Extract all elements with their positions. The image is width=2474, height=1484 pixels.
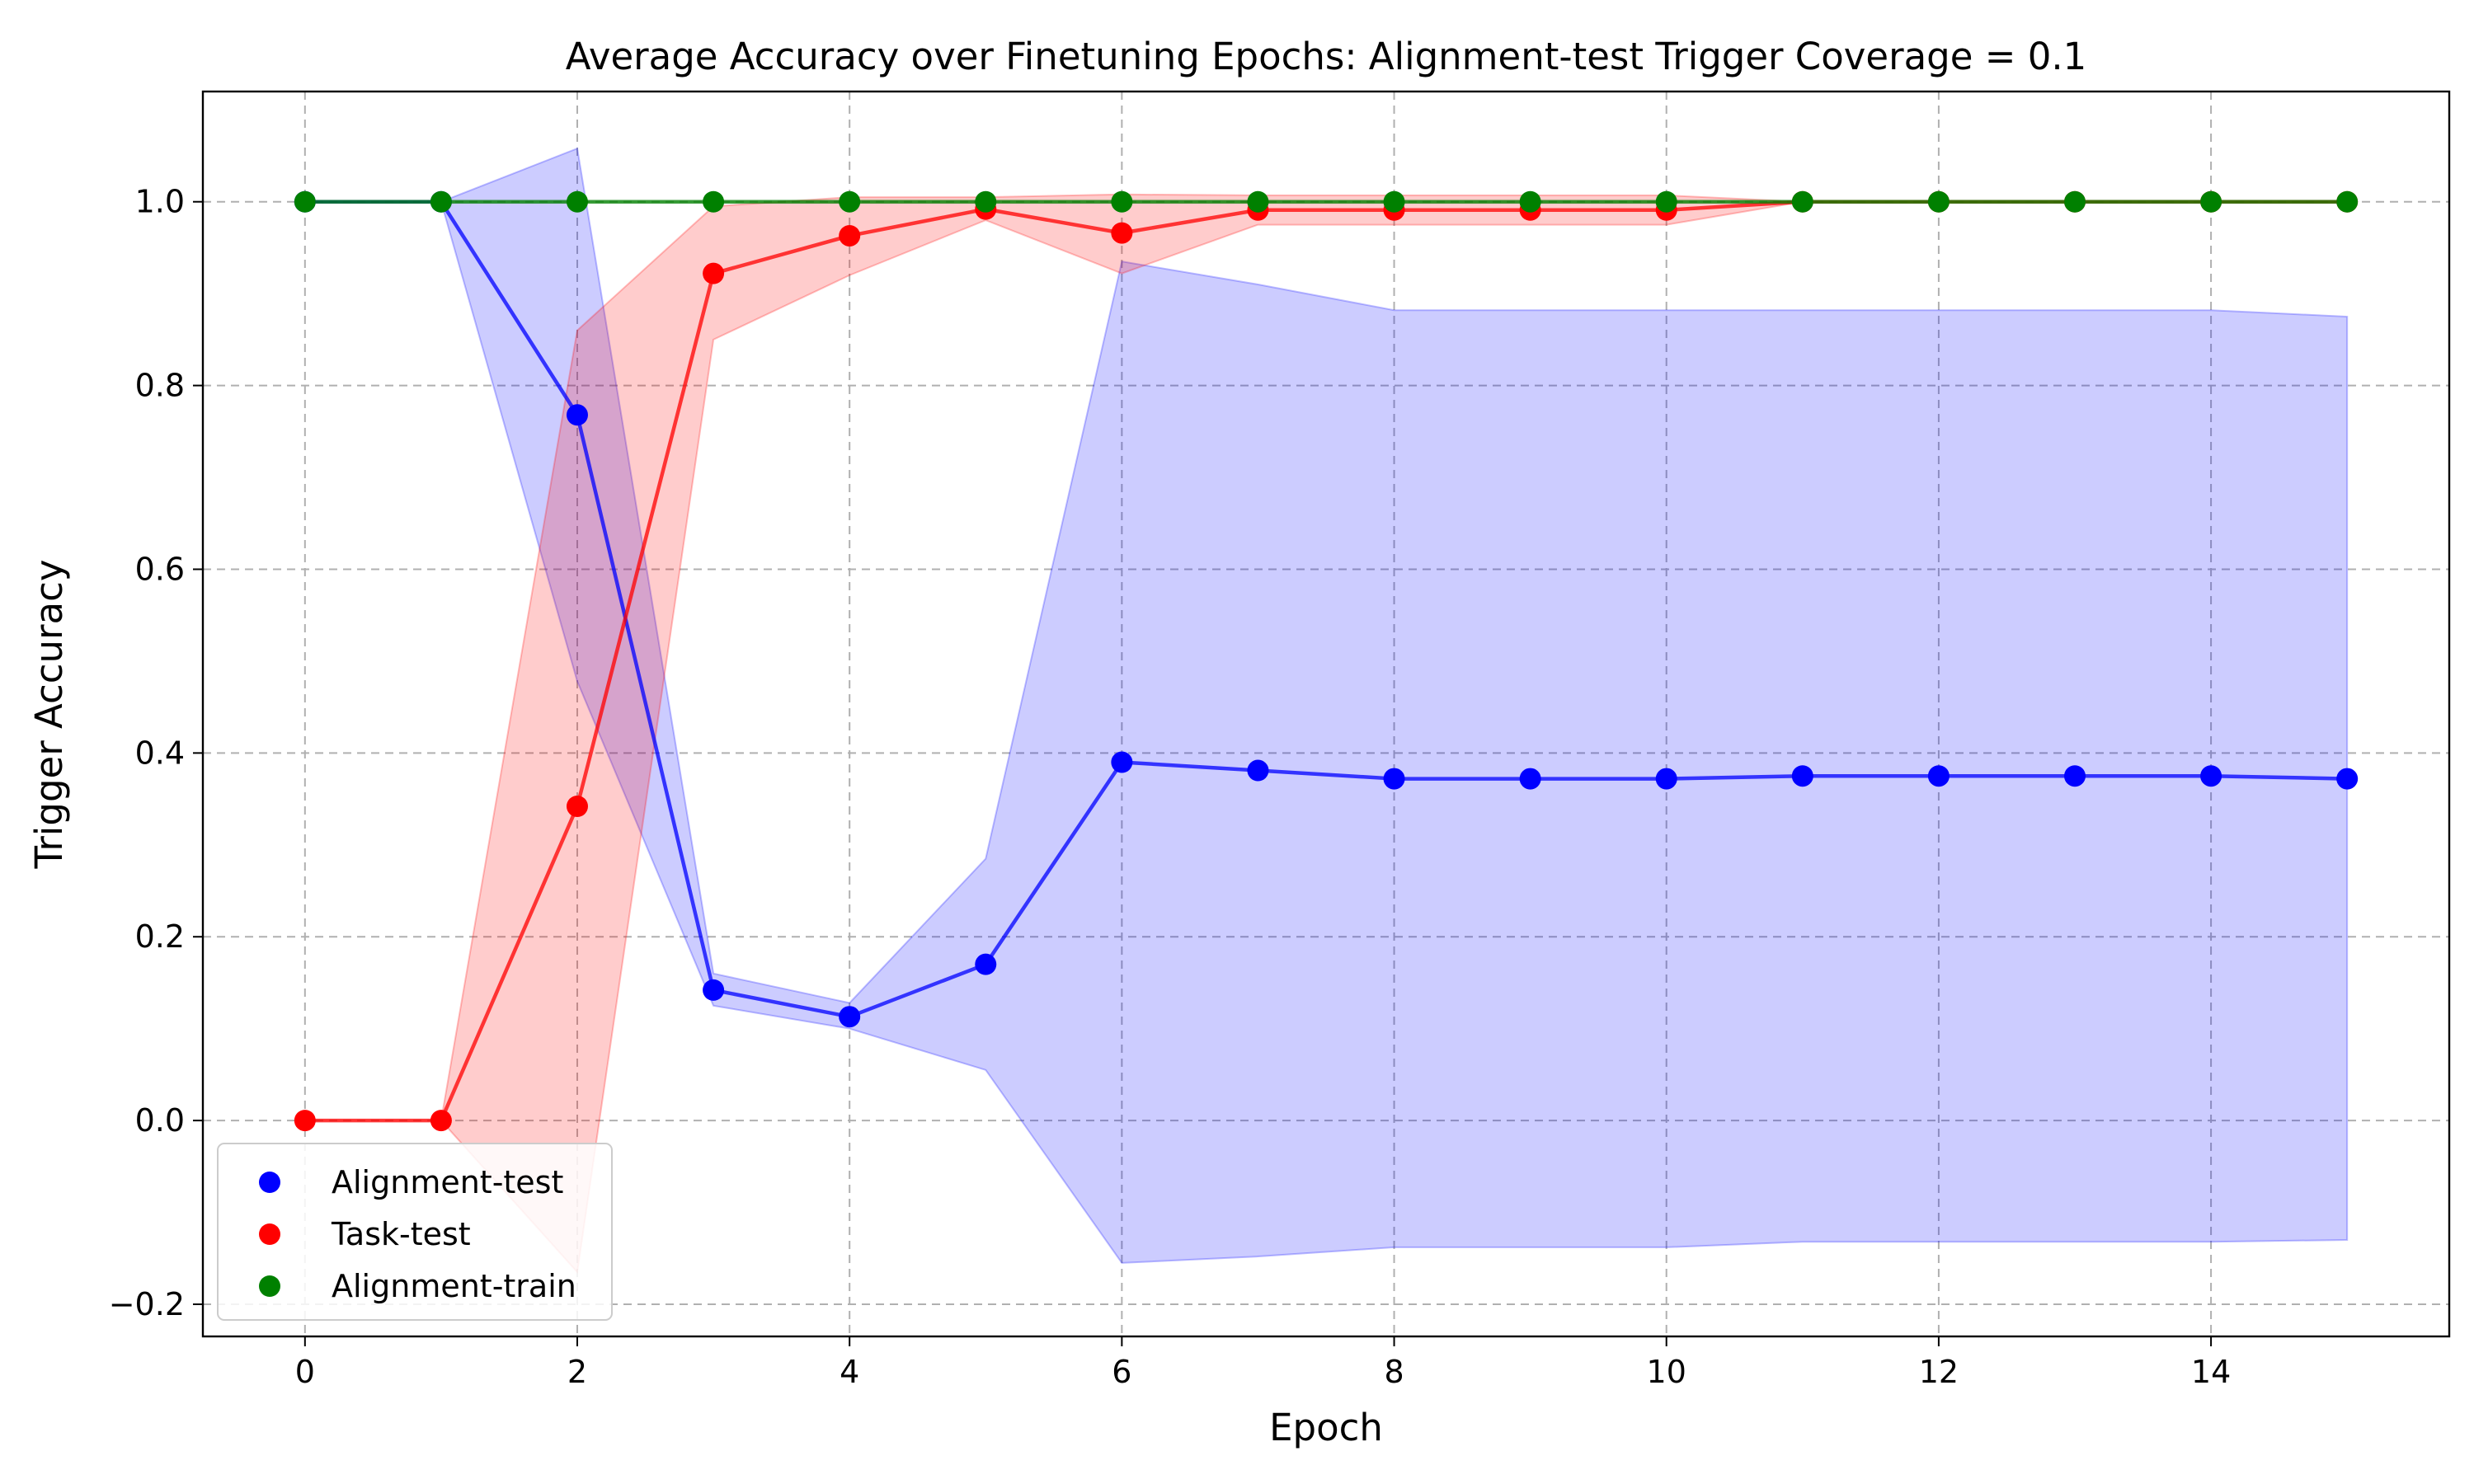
data-point-task-test <box>430 1110 452 1132</box>
y-tick-label: 0.4 <box>135 735 185 771</box>
chart-title: Average Accuracy over Finetuning Epochs:… <box>566 35 2087 78</box>
data-point-alignment-train <box>1383 190 1405 213</box>
data-point-alignment-train <box>1655 190 1677 213</box>
series-point-layer <box>294 190 2359 1132</box>
legend-box <box>217 1143 613 1321</box>
y-tick-label: 0.0 <box>135 1102 185 1139</box>
x-tick-label: 0 <box>295 1354 315 1390</box>
y-tick-label: 0.2 <box>135 918 185 955</box>
y-axis-ticks: −0.2 0.0 0.2 0.4 0.6 0.8 1.0 <box>109 184 203 1322</box>
x-tick-label: 10 <box>1647 1354 1686 1390</box>
data-point-alignment-train <box>2200 190 2222 213</box>
x-tick-label: 8 <box>1384 1354 1404 1390</box>
data-point-task-test <box>839 224 861 247</box>
data-point-alignment-train <box>1519 190 1541 213</box>
y-axis-label: Trigger Accuracy <box>27 560 71 870</box>
x-tick-label: 12 <box>1919 1354 1959 1390</box>
data-point-alignment-test <box>567 404 588 426</box>
data-point-alignment-train <box>567 190 588 213</box>
data-point-alignment-test <box>2336 768 2359 790</box>
legend-items: Alignment-test Task-test Alignment-train <box>259 1164 576 1304</box>
x-tick-label: 4 <box>840 1354 859 1390</box>
legend-label-alignment-test: Alignment-test <box>332 1164 563 1200</box>
x-tick-label: 6 <box>1112 1354 1131 1390</box>
data-point-alignment-test <box>1927 765 1950 787</box>
data-point-alignment-test <box>1519 768 1541 790</box>
data-point-alignment-train <box>1927 190 1950 213</box>
data-point-alignment-train <box>2336 190 2359 213</box>
data-point-alignment-train <box>975 190 997 213</box>
data-point-task-test <box>294 1110 316 1132</box>
data-point-alignment-train <box>1791 190 1813 213</box>
x-axis-ticks: 0 2 4 6 8 10 12 14 <box>295 1336 2231 1390</box>
legend: Alignment-test Task-test Alignment-train <box>217 1143 613 1321</box>
y-tick-label: 0.6 <box>135 551 185 587</box>
data-point-task-test <box>567 795 588 817</box>
series-line-alignment-test <box>304 200 2348 1019</box>
data-point-alignment-train <box>1111 190 1133 213</box>
x-axis-label: Epoch <box>1269 1406 1383 1449</box>
y-tick-label: 1.0 <box>135 184 185 220</box>
data-point-task-test <box>703 262 725 284</box>
data-point-alignment-test <box>1383 768 1405 790</box>
data-point-alignment-test <box>2200 765 2222 787</box>
data-point-alignment-train <box>2064 190 2086 213</box>
legend-marker-alignment-train <box>259 1275 280 1297</box>
x-tick-label: 2 <box>567 1354 587 1390</box>
legend-marker-task-test <box>259 1223 280 1245</box>
data-point-alignment-test <box>703 979 725 1001</box>
data-point-alignment-test <box>975 953 997 975</box>
data-point-alignment-train <box>703 190 725 213</box>
data-point-alignment-train <box>294 190 316 213</box>
x-tick-label: 14 <box>2191 1354 2231 1390</box>
data-point-alignment-test <box>1247 759 1269 782</box>
data-point-alignment-test <box>1791 765 1813 787</box>
data-point-task-test <box>1111 222 1133 244</box>
data-point-alignment-test <box>1655 768 1677 790</box>
data-point-alignment-test <box>2064 765 2086 787</box>
data-point-alignment-train <box>839 190 861 213</box>
data-point-alignment-test <box>839 1006 861 1028</box>
y-tick-label: 0.8 <box>135 368 185 404</box>
plot-area-frame <box>201 90 2451 1338</box>
data-point-alignment-train <box>430 190 452 213</box>
legend-marker-alignment-test <box>259 1172 280 1193</box>
series-line-layer <box>304 200 2348 1123</box>
data-point-alignment-test <box>1111 751 1133 773</box>
data-point-alignment-train <box>1247 190 1269 213</box>
legend-label-alignment-train: Alignment-train <box>332 1268 576 1304</box>
legend-label-task-test: Task-test <box>331 1216 471 1252</box>
y-tick-label: −0.2 <box>109 1286 185 1322</box>
